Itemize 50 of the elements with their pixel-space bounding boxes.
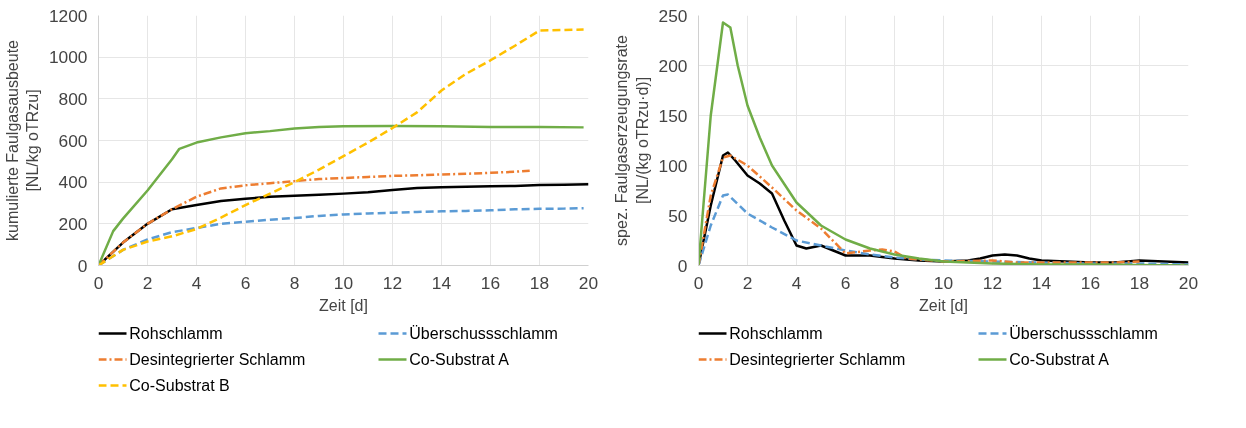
line-series: [98, 28, 585, 266]
y-tick-label: 100: [658, 155, 688, 176]
y-tick-label: 1000: [48, 47, 88, 68]
y-tick-label: 0: [77, 255, 88, 276]
x-tick-label: 14: [1031, 272, 1052, 293]
legend-label: Co-Substrat A: [409, 351, 510, 368]
line-series: [98, 124, 585, 266]
x-tick-label: 20: [1178, 272, 1199, 293]
y-tick-label: 1200: [48, 5, 88, 26]
x-tick-label: 16: [1080, 272, 1101, 293]
x-axis-title: Zeit [d]: [319, 296, 368, 314]
legend-label: Desintegrierter Schlamm: [129, 351, 306, 368]
x-tick-label: 12: [982, 272, 1003, 293]
y-tick-label: 600: [58, 130, 88, 151]
y-tick-label: 0: [677, 255, 688, 276]
x-tick-label: 4: [191, 272, 202, 293]
y-axis-title: kumulierte Faulgasausbeute [NL/kg oTRzu]: [3, 39, 41, 241]
x-tick-label: 0: [693, 272, 704, 293]
x-tick-label: 10: [933, 272, 954, 293]
x-tick-label: 8: [889, 272, 900, 293]
y-tick-label: 200: [658, 55, 688, 76]
x-tick-label: 6: [240, 272, 251, 293]
legend-label: Desintegrierter Schlamm: [729, 351, 906, 368]
y-tick-label: 150: [658, 105, 688, 126]
x-tick-label: 18: [1129, 272, 1150, 293]
x-tick-label: 2: [142, 272, 153, 293]
y-tick-label: 800: [58, 88, 88, 109]
x-tick-label: 18: [529, 272, 550, 293]
x-tick-label: 4: [791, 272, 802, 293]
y-tick-label: 400: [58, 172, 88, 193]
y-tick-label: 50: [668, 205, 688, 226]
x-tick-label: 0: [93, 272, 104, 293]
x-tick-label: 14: [431, 272, 452, 293]
x-tick-label: 2: [742, 272, 753, 293]
x-tick-label: 6: [840, 272, 851, 293]
y-tick-label: 250: [658, 5, 688, 26]
legend-label: Co-Substrat A: [1009, 351, 1110, 368]
x-tick-label: 12: [382, 272, 403, 293]
y-tick-label: 200: [58, 213, 88, 234]
legend-label: Rohschlamm: [729, 325, 823, 342]
legend-label: Überschussschlamm: [409, 325, 558, 342]
legend-label: Co-Substrat B: [129, 377, 230, 394]
x-axis-title: Zeit [d]: [919, 296, 968, 314]
x-tick-label: 20: [578, 272, 599, 293]
x-tick-label: 16: [480, 272, 501, 293]
x-tick-label: 10: [333, 272, 354, 293]
legend-label: Rohschlamm: [129, 325, 223, 342]
x-tick-label: 8: [289, 272, 300, 293]
legend-label: Überschussschlamm: [1009, 325, 1158, 342]
y-axis-title: spez. Faulgaserzeugungsrate [NL/(kg oTRzu·d)]: [613, 35, 651, 246]
